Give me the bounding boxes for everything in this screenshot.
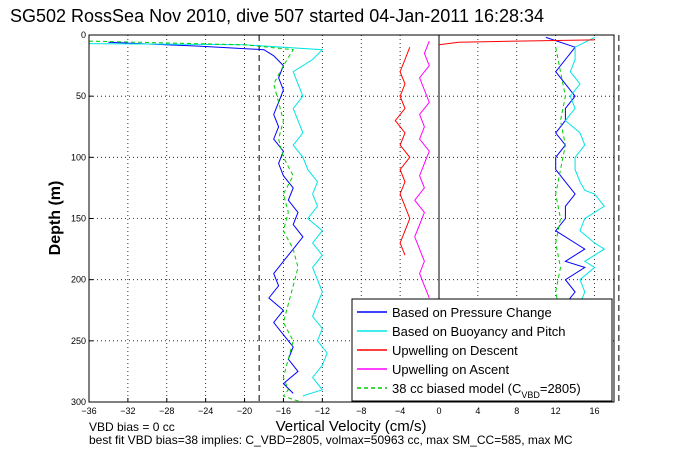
x-tick-label: 8 xyxy=(514,406,519,416)
legend-entry: Upwelling on Descent xyxy=(392,343,518,358)
x-tick-label: 4 xyxy=(475,406,480,416)
y-tick-label: 150 xyxy=(71,214,86,224)
x-tick-label: −24 xyxy=(198,406,213,416)
footer-best-fit: best fit VBD bias=38 implies: C_VBD=2805… xyxy=(89,433,573,447)
y-axis-ticks: 0 50 100 150 200 250 300 xyxy=(71,30,93,407)
series-line-2-a xyxy=(394,47,411,256)
legend-box xyxy=(351,298,613,402)
y-tick-label: 300 xyxy=(71,397,86,407)
x-tick-label: −8 xyxy=(356,406,366,416)
x-tick-label: −16 xyxy=(276,406,291,416)
x-tick-label: −36 xyxy=(81,406,96,416)
x-tick-label: 0 xyxy=(436,406,441,416)
x-axis-label: Vertical Velocity (cm/s) xyxy=(276,418,427,435)
series-line-1-a xyxy=(89,43,328,397)
legend: Based on Pressure Change Based on Buoyanc… xyxy=(351,298,613,402)
legend-entry: Upwelling on Ascent xyxy=(392,362,509,377)
footer-vbd-bias: VBD bias = 0 cc xyxy=(89,420,175,434)
legend-entry: 38 cc biased model (CVBD=2805) xyxy=(392,381,581,400)
y-tick-label: 0 xyxy=(81,30,86,40)
x-tick-label: −32 xyxy=(120,406,135,416)
legend-entry: Based on Pressure Change xyxy=(392,305,552,320)
chart-title: SG502 RossSea Nov 2010, dive 507 started… xyxy=(10,6,544,26)
y-tick-label: 200 xyxy=(71,275,86,285)
y-axis-label: Depth (m) xyxy=(47,181,64,256)
legend-entry: Based on Buoyancy and Pitch xyxy=(392,324,565,339)
x-tick-label: −28 xyxy=(159,406,174,416)
series-line-3-a xyxy=(414,40,430,299)
series-line-0-a xyxy=(108,41,304,394)
x-tick-label: 16 xyxy=(590,406,600,416)
x-tick-label: −20 xyxy=(237,406,252,416)
x-tick-label: −12 xyxy=(315,406,330,416)
x-tick-label: −4 xyxy=(395,406,405,416)
x-axis-ticks: −36 −32 −28 −24 −20 −16 −12 −8 −4 0 4 8 12 16 xyxy=(81,398,600,416)
y-tick-label: 50 xyxy=(76,91,86,101)
series-line-4-a xyxy=(89,40,304,402)
y-tick-label: 100 xyxy=(71,152,86,162)
series-line-2-b xyxy=(438,39,595,46)
x-tick-label: 12 xyxy=(551,406,561,416)
y-tick-label: 250 xyxy=(71,336,86,346)
